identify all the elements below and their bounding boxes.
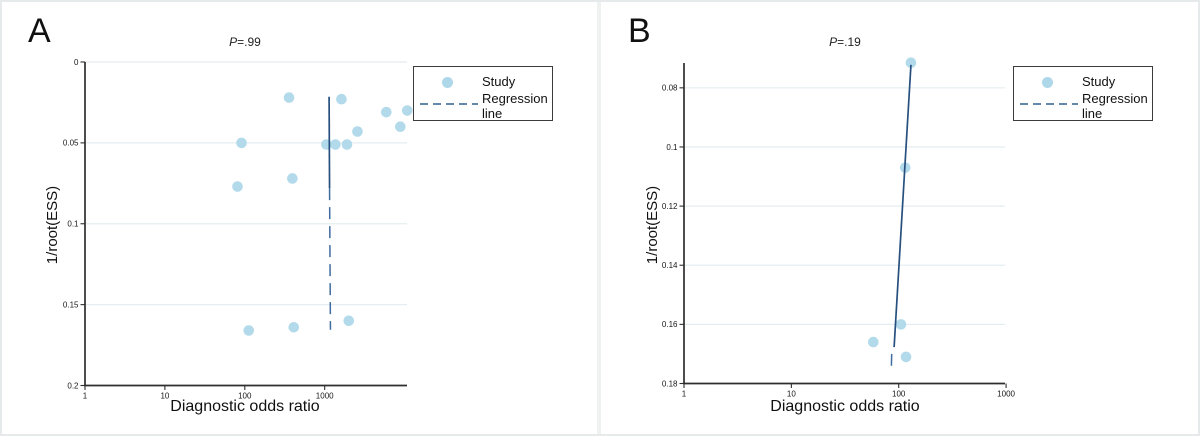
study-point	[330, 139, 341, 150]
study-point	[243, 325, 255, 336]
x-tick-label: 1	[682, 390, 687, 399]
x-tick-label: 10	[160, 392, 169, 401]
y-tick-label: 0.18	[662, 379, 678, 388]
panel-a: A P=.99 1/root(ESS) Diagnostic odds rati…	[28, 12, 553, 415]
chart-a: 0 0.05 0.1 0.15 0.2 1 10 100 1000	[63, 58, 413, 401]
x-axis-label-b: Diagnostic odds ratio	[770, 398, 920, 415]
panel-divider	[597, 0, 601, 436]
study-point	[395, 121, 406, 132]
study-point	[283, 92, 295, 103]
y-tick-label: 0.14	[662, 261, 678, 270]
panel-title-b: P=.19	[684, 35, 1006, 49]
study-point	[288, 321, 300, 333]
regression-line-icon	[420, 103, 478, 105]
y-tick-label: 0.16	[662, 320, 678, 329]
y-tick-label: 0.1	[666, 143, 678, 152]
x-tick-label: 10	[787, 390, 796, 399]
panel-title-a: P=.99	[84, 35, 406, 49]
study-point	[900, 351, 912, 363]
y-tick-label: 0.05	[63, 139, 79, 148]
study-marker-icon	[442, 77, 453, 88]
legend-study-label: Study	[1082, 74, 1116, 89]
x-tick-label: 1	[83, 392, 88, 401]
study-marker-icon	[1042, 77, 1053, 88]
study-point	[868, 336, 879, 348]
y-tick-label: 0.08	[662, 84, 678, 93]
panel-label-b: B	[628, 12, 651, 50]
study-point	[341, 139, 353, 150]
p-value-symbol: P	[229, 35, 238, 49]
study-point	[895, 319, 907, 330]
regression-line-icon	[1020, 103, 1078, 105]
p-value-text: =.99	[237, 35, 261, 49]
legend-study-label: Study	[482, 74, 516, 89]
x-tick-label: 1000	[316, 392, 334, 401]
y-tick-label: 0.1	[67, 220, 79, 229]
study-point	[236, 137, 247, 149]
study-point	[232, 181, 243, 192]
legend-regression-label: Regression line	[1082, 91, 1148, 121]
y-tick-label: 0	[74, 58, 79, 67]
study-point	[380, 106, 392, 118]
study-point	[401, 105, 413, 116]
y-tick-label: 0.15	[63, 300, 79, 309]
y-tick-label: 0.2	[67, 381, 79, 390]
legend-a: Study Regression line	[413, 66, 553, 121]
panel-b: B P=.19 1/root(ESS) Diagnostic odds rati…	[600, 0, 1200, 436]
chart-b: 0.08 0.1 0.12 0.14 0.16 0.18 1 10 100 1000	[662, 57, 1016, 399]
p-value-symbol: P	[829, 35, 838, 49]
x-axis-label-a: Diagnostic odds ratio	[170, 398, 320, 415]
study-point	[343, 315, 355, 327]
regression-line-solid	[893, 64, 912, 348]
regression-line-dashed	[328, 188, 332, 330]
x-tick-label: 100	[238, 392, 252, 401]
legend-regression-label: Regression line	[482, 91, 548, 121]
x-tick-label: 100	[892, 390, 906, 399]
p-value-text: =.19	[837, 35, 861, 49]
study-point	[287, 173, 298, 184]
x-tick-label: 1000	[997, 390, 1015, 399]
study-point	[905, 57, 917, 69]
study-point	[352, 126, 363, 137]
study-point	[336, 93, 347, 105]
panel-label-a: A	[28, 12, 51, 50]
legend-b: Study Regression line	[1013, 66, 1153, 121]
y-tick-label: 0.12	[662, 202, 678, 211]
